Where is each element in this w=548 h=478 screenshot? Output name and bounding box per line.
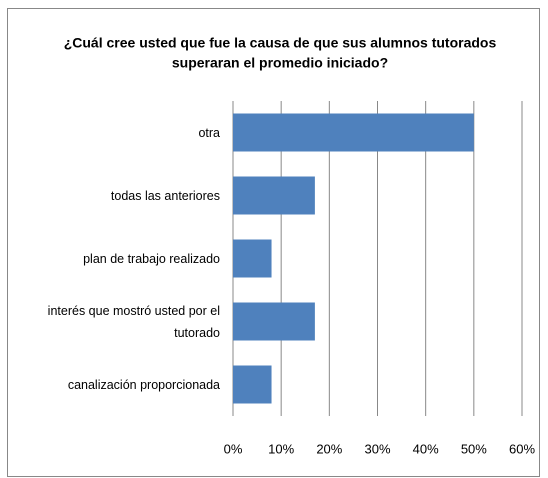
y-tick-label: todas las anteriores	[110, 188, 220, 203]
y-tick-label: canalización proporcionada	[67, 377, 220, 392]
x-tick-label: 50%	[461, 441, 487, 456]
y-tick-label-box: plan de trabajo realizado	[83, 251, 220, 266]
bar	[233, 176, 315, 215]
y-tick-label: otra	[198, 125, 220, 140]
chart-title: superaran el promedio iniciado?	[172, 55, 388, 71]
y-tick-label-box: todas las anteriores	[110, 188, 220, 203]
x-tick-label: 30%	[364, 441, 390, 456]
x-tick-label: 10%	[268, 441, 294, 456]
y-tick-label-box: canalización proporcionada	[67, 377, 220, 392]
y-tick-label: plan de trabajo realizado	[83, 251, 220, 266]
chart-title: ¿Cuál cree usted que fue la causa de que…	[64, 35, 497, 51]
y-tick-label-box: otra	[198, 125, 220, 140]
bar	[233, 239, 272, 278]
y-tick-label: interés que mostró usted por el tutorado	[47, 303, 220, 340]
chart-frame	[7, 8, 540, 477]
x-tick-label: 20%	[316, 441, 342, 456]
x-tick-label: 60%	[509, 441, 535, 456]
bar	[233, 113, 474, 152]
x-tick-label: 0%	[224, 441, 243, 456]
x-tick-label: 40%	[413, 441, 439, 456]
bar	[233, 302, 315, 341]
y-tick-label-box: interés que mostró usted por el tutorado	[47, 303, 220, 340]
bar	[233, 365, 272, 404]
